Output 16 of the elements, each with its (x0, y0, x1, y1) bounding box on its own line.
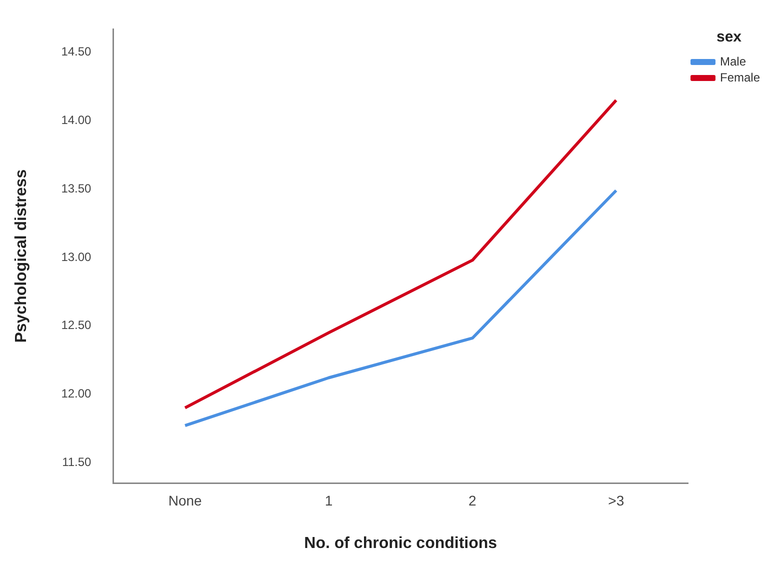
y-axis-title: Psychological distress (13, 169, 30, 343)
legend-title: sex (716, 28, 742, 46)
y-tick-label: 12.00 (61, 386, 92, 400)
y-tick-label: 14.00 (61, 113, 92, 128)
x-tick-label: 2 (468, 492, 477, 508)
x-tick-label: >3 (608, 492, 624, 508)
x-axis-title: No. of chronic conditions (304, 534, 498, 552)
y-tick-label: 14.50 (61, 44, 92, 59)
y-tick-label: 13.00 (61, 250, 92, 264)
y-tick-label: 11.50 (62, 454, 92, 469)
legend-label: Male (720, 54, 746, 68)
y-tick-label: 13.50 (61, 181, 92, 196)
legend-label: Female (720, 70, 760, 84)
x-tick-label: 1 (324, 492, 333, 508)
y-tick-label: 12.50 (61, 318, 92, 332)
x-tick-label: None (168, 492, 202, 508)
